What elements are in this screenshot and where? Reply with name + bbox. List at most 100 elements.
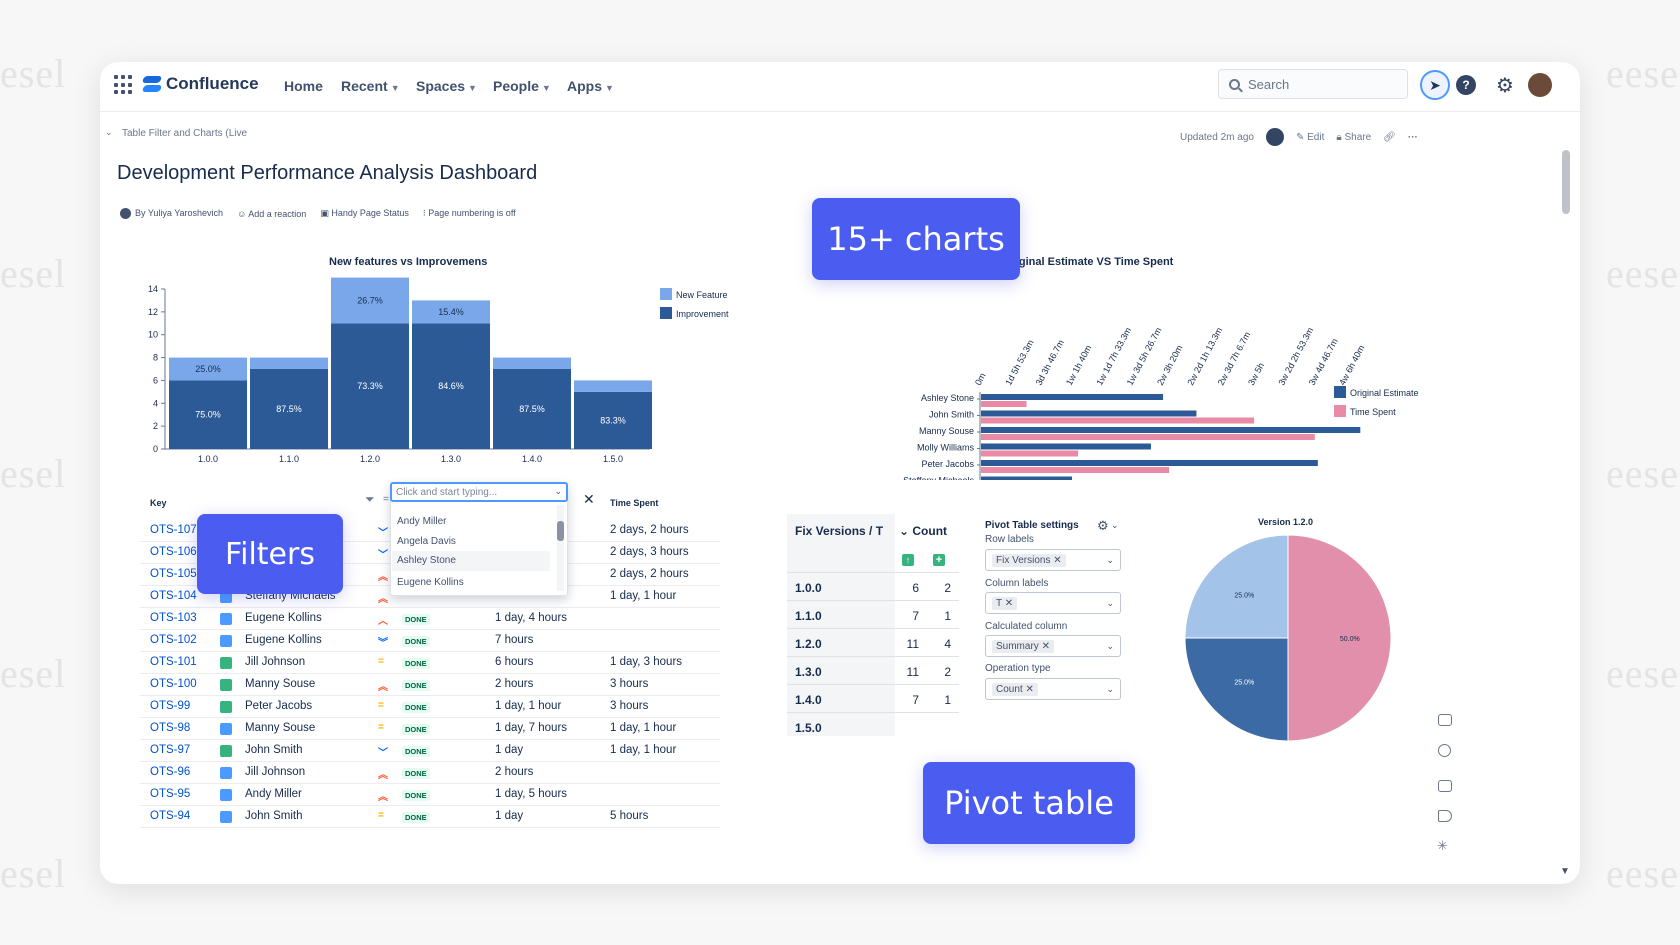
link-icon[interactable]: 🔗︎ [1383, 131, 1396, 143]
issue-key-link[interactable]: OTS-104 [150, 590, 197, 602]
data-label: 83.3% [600, 415, 626, 425]
issue-key-link[interactable]: OTS-101 [150, 656, 197, 668]
edit-button[interactable]: ✎ Edit [1296, 132, 1324, 143]
filter-option[interactable]: Andy Miller [397, 516, 447, 527]
x-tick-label: 1.0.0 [198, 454, 218, 464]
app-switcher-icon[interactable] [114, 75, 134, 95]
share-button[interactable]: 🔒︎ Share [1336, 132, 1371, 143]
filter-option-selected[interactable]: Ashley Stone [392, 551, 550, 571]
x-tick-label: 3w 5h [1246, 361, 1266, 387]
calculated-column-select[interactable]: Summary ✕ ⌄ [985, 635, 1121, 657]
pivot-cell: 7 [912, 693, 919, 707]
task-type-icon [220, 613, 232, 625]
table-row[interactable]: OTS-95 Andy Miller ︽ DONE 1 day, 5 hours [140, 784, 720, 806]
info-icon[interactable] [1438, 744, 1451, 757]
search-input[interactable]: Search [1218, 69, 1408, 99]
ai-sparkle-icon[interactable]: ✳ [1437, 838, 1448, 853]
nav-spaces[interactable]: Spaces ▼ [416, 78, 477, 94]
table-row[interactable]: OTS-103 Eugene Kollins ︿ DONE 1 day, 4 hours [140, 608, 720, 630]
chevron-down-icon[interactable]: ⌄ [1111, 520, 1119, 530]
column-header-time-spent[interactable]: Time Spent [610, 498, 659, 508]
confluence-logo[interactable]: Confluence [142, 74, 259, 94]
column-header-key[interactable]: Key [150, 498, 167, 508]
row-labels-select[interactable]: Fix Versions ✕ ⌄ [985, 549, 1121, 571]
story-type-icon [220, 657, 232, 669]
y-tick-label: 14 [148, 284, 158, 294]
filter-search-input[interactable]: Click and start typing... ⌄ [390, 482, 568, 502]
chevron-down-icon: ⌄ [1106, 641, 1114, 651]
pivot-row: 1.2.0 11 4 [787, 628, 959, 656]
table-row[interactable]: OTS-98 Manny Souse = DONE 1 day, 7 hours 1 da… [140, 718, 720, 740]
pivot-count-header[interactable]: ⌄ Count [899, 524, 948, 538]
pie-slice [1287, 534, 1392, 742]
issue-key-link[interactable]: OTS-106 [150, 546, 197, 558]
settings-gear-icon[interactable]: ⚙ [1097, 518, 1109, 533]
filter-option[interactable]: Angela Davis [397, 536, 456, 547]
clear-filter-icon[interactable]: ✕ [583, 491, 595, 507]
issue-key-link[interactable]: OTS-99 [150, 700, 191, 712]
nav-recent[interactable]: Recent ▼ [341, 78, 400, 94]
more-actions-icon[interactable]: ··· [1407, 131, 1418, 143]
video-icon[interactable] [1438, 780, 1452, 792]
expand-up-icon[interactable]: ↑ [902, 554, 914, 566]
scroll-down-arrow-icon[interactable]: ▼ [1560, 866, 1570, 877]
pivot-column-header[interactable]: Fix Versions / T [795, 524, 884, 538]
issue-key-link[interactable]: OTS-107 [150, 524, 197, 536]
table-row[interactable]: OTS-97 John Smith ﹀ DONE 1 day 1 day, 1 hour [140, 740, 720, 762]
announcement-icon[interactable] [1438, 810, 1452, 822]
issue-key-link[interactable]: OTS-94 [150, 810, 191, 822]
breadcrumb[interactable]: Table Filter and Charts (Live [122, 128, 248, 139]
time-spent: 3 hours [610, 678, 649, 690]
add-reaction-button[interactable]: ☺ Add a reaction [237, 208, 307, 219]
issue-key-link[interactable]: OTS-97 [150, 744, 191, 756]
issue-key-link[interactable]: OTS-95 [150, 788, 191, 800]
chevron-down-icon: ⌄ [1106, 598, 1114, 608]
bar-segment [412, 323, 490, 449]
operation-type-select[interactable]: Count ✕ ⌄ [985, 678, 1121, 700]
y-tick-label: Manny Souse [919, 426, 974, 436]
comment-icon[interactable] [1438, 714, 1452, 726]
filter-option[interactable]: Eugene Kollins [397, 577, 464, 588]
table-row[interactable]: OTS-102 Eugene Kollins ︾ DONE 7 hours [140, 630, 720, 652]
issue-key-link[interactable]: OTS-102 [150, 634, 197, 646]
nav-home[interactable]: Home [284, 78, 323, 94]
original-estimate: 2 hours [495, 766, 534, 778]
help-icon[interactable]: ? [1456, 75, 1476, 95]
page-status[interactable]: ▣ Handy Page Status [320, 208, 409, 219]
issue-key-link[interactable]: OTS-96 [150, 766, 191, 778]
story-type-icon [220, 745, 232, 757]
dropdown-scroll-thumb[interactable] [557, 521, 564, 541]
issue-key-link[interactable]: OTS-98 [150, 722, 191, 734]
bar-segment [574, 380, 652, 392]
table-row[interactable]: OTS-101 Jill Johnson = DONE 6 hours 1 day, 3 … [140, 652, 720, 674]
issue-key-link[interactable]: OTS-105 [150, 568, 197, 580]
status-badge: DONE [402, 680, 430, 691]
add-icon[interactable]: + [933, 554, 945, 566]
data-label: 75.0% [195, 410, 221, 420]
story-type-icon [220, 679, 232, 691]
table-row[interactable]: OTS-94 John Smith = DONE 1 day 5 hours [140, 806, 720, 828]
filter-funnel-icon[interactable]: ⏷ [365, 492, 375, 506]
table-row[interactable]: OTS-99 Peter Jacobs = DONE 1 day, 1 hour 3 ho… [140, 696, 720, 718]
nav-people[interactable]: People ▼ [493, 78, 551, 94]
rocket-icon[interactable]: ➤ [1420, 70, 1450, 100]
column-labels-select[interactable]: T ✕ ⌄ [985, 592, 1121, 614]
issue-key-link[interactable]: OTS-100 [150, 678, 197, 690]
search-icon [1229, 78, 1240, 90]
table-row[interactable]: OTS-104 Steffany Michaels ︽ 1 day, 1 hour [140, 586, 720, 608]
page-numbering[interactable]: ⁝ Page numbering is off [422, 208, 516, 219]
legend-swatch [1334, 405, 1346, 417]
settings-gear-icon[interactable]: ⚙ [1496, 74, 1514, 97]
assignee: Eugene Kollins [245, 634, 322, 646]
filter-operator[interactable]: = [383, 494, 389, 505]
user-avatar[interactable] [1528, 73, 1552, 97]
issue-key-link[interactable]: OTS-103 [150, 612, 197, 624]
table-row[interactable]: OTS-100 Manny Souse ︽ DONE 2 hours 3 hours [140, 674, 720, 696]
page-scrollbar[interactable] [1562, 150, 1570, 214]
collapse-chevron-icon[interactable]: ⌄ [105, 127, 113, 137]
table-row[interactable]: OTS-96 Jill Johnson ︽ DONE 2 hours [140, 762, 720, 784]
dropdown-scrollbar[interactable] [557, 505, 564, 591]
nav-apps[interactable]: Apps ▼ [567, 78, 614, 94]
author-avatar[interactable] [1265, 128, 1284, 146]
author-byline[interactable]: By Yuliya Yaroshevich [120, 208, 223, 220]
